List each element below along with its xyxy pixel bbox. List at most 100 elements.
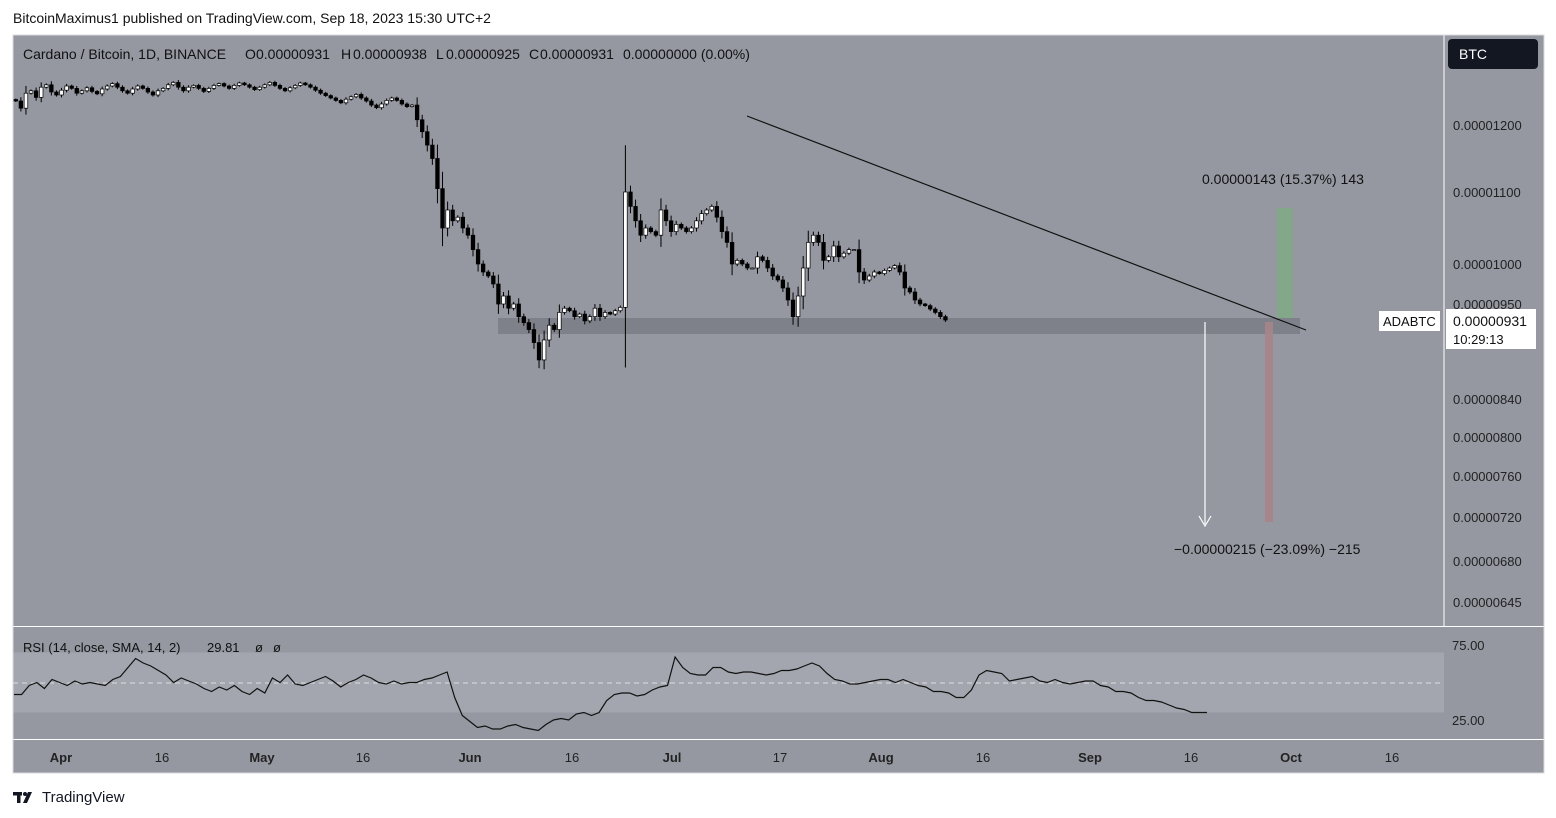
candle-up <box>84 87 90 92</box>
upside-annotation: 0.00000143 (15.37%) 143 <box>1202 171 1364 187</box>
candle-up <box>887 267 892 271</box>
candle-up <box>64 85 69 91</box>
candles <box>13 79 948 370</box>
candle-up <box>755 256 760 269</box>
candle-down <box>150 91 156 96</box>
candle-up <box>257 86 262 90</box>
candle-up <box>166 84 171 89</box>
candle-down <box>902 271 907 289</box>
candle-up <box>750 267 755 270</box>
candle-down <box>714 206 719 218</box>
candle-up <box>216 83 222 86</box>
candle-down <box>425 131 430 146</box>
rsi-tick-25: 25.00 <box>1452 713 1485 728</box>
price-axis-labels: 0.00001200 0.00001100 0.00001000 0.00000950… <box>1453 118 1522 610</box>
rsi-legend-extra-1: ø <box>255 640 263 655</box>
price-tick-label: 0.00000720 <box>1453 510 1522 525</box>
candle-down <box>470 234 476 250</box>
chart-border <box>12 34 1545 774</box>
candle-down <box>684 227 689 232</box>
price-tick-label: 0.00001000 <box>1453 257 1522 272</box>
candle-up <box>841 252 846 258</box>
candle-down <box>521 316 526 323</box>
candle-up <box>801 267 806 297</box>
candle-down <box>917 299 923 305</box>
price-tick-label: 0.00001100 <box>1453 185 1521 200</box>
candle-down <box>760 256 765 261</box>
candle-up <box>155 90 161 96</box>
candle-down <box>648 227 653 232</box>
price-tick-label: 0.00000950 <box>1453 297 1522 312</box>
candle-down <box>765 260 770 269</box>
candle-up <box>694 220 699 229</box>
time-tick-label: 16 <box>155 750 169 765</box>
candle-up <box>562 307 567 313</box>
candle-down <box>943 316 948 321</box>
candle-up <box>501 295 506 305</box>
candle-down <box>724 231 730 243</box>
candle-down <box>13 99 18 102</box>
legend-open-value: 0.00000931 <box>256 46 330 62</box>
candle-down <box>272 82 278 86</box>
candle-up <box>267 82 272 86</box>
candle-down <box>486 271 491 277</box>
candle-up <box>262 84 267 88</box>
candle-up <box>343 98 349 104</box>
candle-down <box>608 312 613 315</box>
candle-down <box>404 103 410 107</box>
candle-down <box>740 260 745 265</box>
candle-up <box>811 234 816 243</box>
price-tick-label: 0.00000645 <box>1453 595 1522 610</box>
candle-down <box>242 82 247 86</box>
candle-up <box>298 82 303 86</box>
price-tag-value: 0.00000931 <box>1453 313 1527 329</box>
candle-up <box>826 256 831 261</box>
descending-resistance-line[interactable] <box>746 115 1307 331</box>
candle-up <box>287 87 293 92</box>
time-tick-label: Jul <box>663 750 682 765</box>
candle-down <box>440 188 445 229</box>
downside-target-box[interactable] <box>1265 322 1273 522</box>
currency-badge[interactable] <box>1448 39 1538 69</box>
ticker-tag <box>1379 311 1440 331</box>
downside-annotation: −0.00000215 (−23.09%) −215 <box>1174 541 1361 557</box>
candle-down <box>653 231 659 236</box>
legend-high-value: 0.00000938 <box>353 46 427 62</box>
rsi-legend-extra-2: ø <box>273 640 281 655</box>
candle-down <box>780 279 786 289</box>
tradingview-footer[interactable]: TradingView <box>13 787 125 807</box>
rsi-legend-label: RSI (14, close, SMA, 14, 2) <box>23 640 181 655</box>
price-tick-label: 0.00000680 <box>1453 554 1522 569</box>
time-tick-label: 16 <box>565 750 579 765</box>
candle-down <box>465 227 471 236</box>
candle-down <box>862 271 867 281</box>
candle-down <box>729 242 735 265</box>
candle-up <box>846 249 852 254</box>
time-tick-label: Jun <box>458 750 481 765</box>
candle-up <box>171 82 176 86</box>
candle-down <box>282 88 288 92</box>
candle-down <box>790 299 796 317</box>
candle-up <box>704 209 709 214</box>
candle-up <box>872 271 877 277</box>
candle-up <box>577 313 582 317</box>
candle-down <box>679 224 684 229</box>
candle-down <box>414 104 420 121</box>
candle-up <box>613 310 618 315</box>
time-tick-label: Apr <box>50 750 72 765</box>
footer-brand: TradingView <box>42 788 125 806</box>
candle-up <box>592 307 598 317</box>
candle-down <box>308 84 313 88</box>
time-axis[interactable] <box>13 740 1544 773</box>
upside-target-box[interactable] <box>1277 208 1293 318</box>
candle-down <box>69 85 74 89</box>
time-tick-label: 16 <box>356 750 370 765</box>
candle-down <box>816 234 821 243</box>
candle-down <box>481 263 486 273</box>
candle-up <box>806 242 811 269</box>
candle-down <box>496 283 501 305</box>
rsi-scale[interactable] <box>1444 627 1544 739</box>
price-tick-label: 0.00000840 <box>1453 392 1522 407</box>
candle-up <box>28 90 34 94</box>
